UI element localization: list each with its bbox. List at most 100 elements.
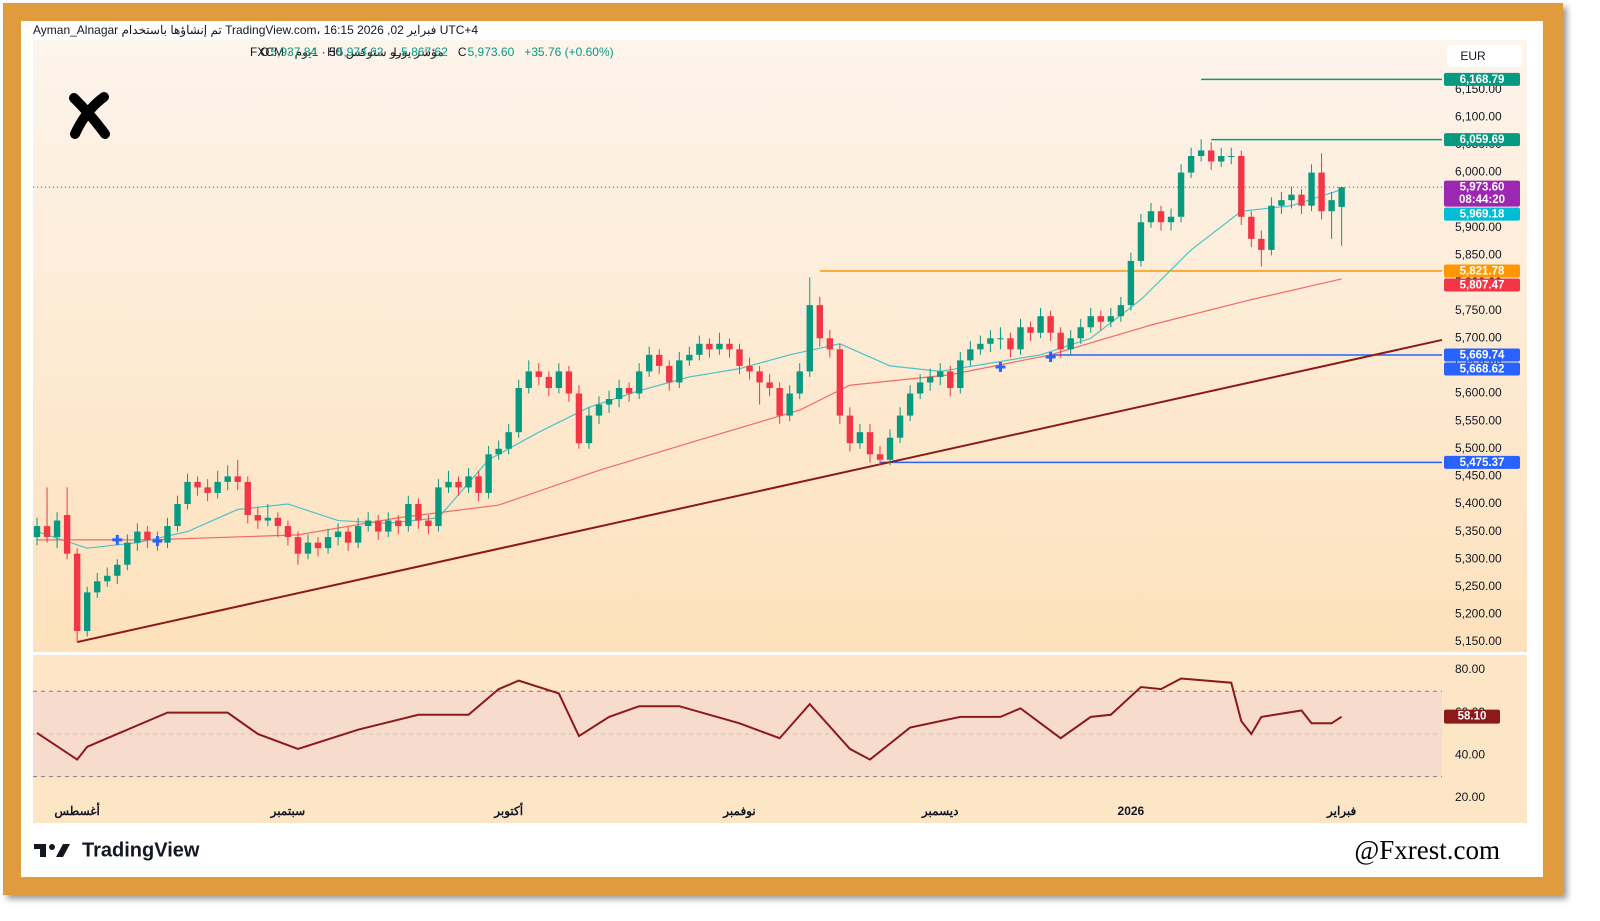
candle-body [164,526,171,543]
price-label: 5,475.37 [1460,457,1505,469]
candle-body [896,415,904,438]
ohlc-key: L [393,45,400,59]
candle-body [997,338,1004,340]
ohlc-value: 5,974.62 [337,45,384,59]
y-tick-label: 6,000.00 [1455,165,1502,179]
moving-average [36,189,1342,549]
candle-body [134,531,141,543]
candle-body [1318,172,1325,212]
logo [69,92,110,139]
candle-body [796,371,803,394]
candle-body [876,454,884,460]
rsi-tick-label: 20.00 [1455,790,1485,804]
candle-body [505,432,512,449]
ohlc-key: H [327,45,336,59]
candle-body [625,387,633,394]
candle-body [676,360,683,383]
signal-marker [152,535,163,546]
candle-body [63,515,71,554]
candle-body [937,371,944,377]
candle-body [1117,305,1125,317]
y-tick-label: 6,100.00 [1455,110,1502,124]
y-tick-label: 5,300.00 [1455,551,1502,565]
candle-body [756,371,763,383]
candle-body [364,520,372,527]
price-label: 5,669.74 [1460,350,1505,362]
rsi-line [36,677,1343,761]
candle-body [1057,332,1064,350]
candle-body [856,432,864,444]
price-label-box [1444,133,1520,147]
candle-body [987,338,994,344]
candle-body [354,526,362,543]
y-tick-label: 5,200.00 [1455,607,1502,621]
candle-body [926,376,934,383]
candle-body [686,354,693,361]
candle-body [425,520,432,527]
price-countdown: 08:44:20 [1459,194,1505,206]
candle-body [716,343,723,350]
candle-body [1127,260,1135,306]
candle-body [656,354,663,366]
x-tick-label: أكتوبر [493,803,523,819]
rsi-tick-label: 80.00 [1455,662,1485,676]
x-tick-label: فبراير [1326,804,1357,819]
header-line: Ayman_Alnagar تم إنشاؤها باستخدام Tradin… [33,23,478,38]
candle-body [746,365,753,372]
candle-body [274,517,282,527]
candle-body [1027,327,1034,333]
ohlc: O 5,937.84 H 5,974.62 L 5,867.62 C 5,973.60 +35.… [260,45,614,59]
candle-body [485,454,492,493]
candle-body [73,553,81,632]
price-label-box [1444,362,1520,376]
candle-body [104,575,111,582]
candle-body [1298,194,1305,206]
candle-body [615,387,623,400]
candle-body [114,564,121,576]
candle-body [83,592,91,632]
y-tick-label: 5,150.00 [1455,634,1502,648]
candle-body [284,526,292,538]
candle-body [224,476,231,482]
candle-body [1087,316,1094,328]
candle-body [957,360,964,388]
candle-body [304,542,312,554]
candle-body [1258,238,1265,250]
candle-body [264,517,272,521]
moving-average [37,278,1342,541]
candle-body [455,481,462,488]
tv-logo [34,844,70,857]
y-tick-label: 5,600.00 [1455,386,1502,400]
candle-body [916,382,924,394]
candle-body [1097,316,1104,322]
candle-body [666,365,673,383]
y-tick-label: 5,750.00 [1455,303,1502,317]
candle-body [525,371,532,388]
candle-body [967,349,974,361]
candle-body [1338,187,1345,207]
candle-body [475,476,482,493]
y-tick-label: 5,250.00 [1455,579,1502,593]
candle-body [535,371,542,377]
candle-body [324,537,332,549]
candle-body [1017,327,1024,350]
trendline [76,338,1443,644]
candle-body [445,481,452,488]
ohlc-key: O [260,45,269,59]
y-tick-label: 5,400.00 [1455,496,1502,510]
candle-body [1288,194,1295,201]
price-label: 5,807.47 [1460,280,1505,292]
candle-body [184,481,191,504]
price-label: 6,168.79 [1460,74,1505,86]
price-label-box [1444,72,1520,86]
candle-body [395,520,402,527]
price-label-box [1444,278,1520,292]
candle-body [816,305,823,339]
candle-body [1248,216,1255,239]
candle-body [1207,150,1215,162]
candle-body [1278,200,1285,206]
candle-body [826,338,834,350]
candle-body [234,476,241,482]
rsi-label: 58.10 [1458,711,1487,723]
